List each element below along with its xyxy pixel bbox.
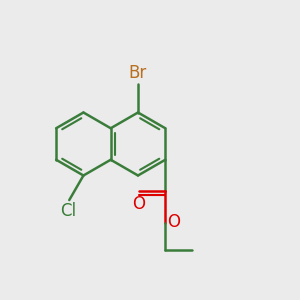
Text: O: O (167, 212, 180, 230)
Text: Br: Br (129, 64, 147, 82)
Text: Cl: Cl (60, 202, 76, 220)
Text: O: O (132, 195, 145, 213)
